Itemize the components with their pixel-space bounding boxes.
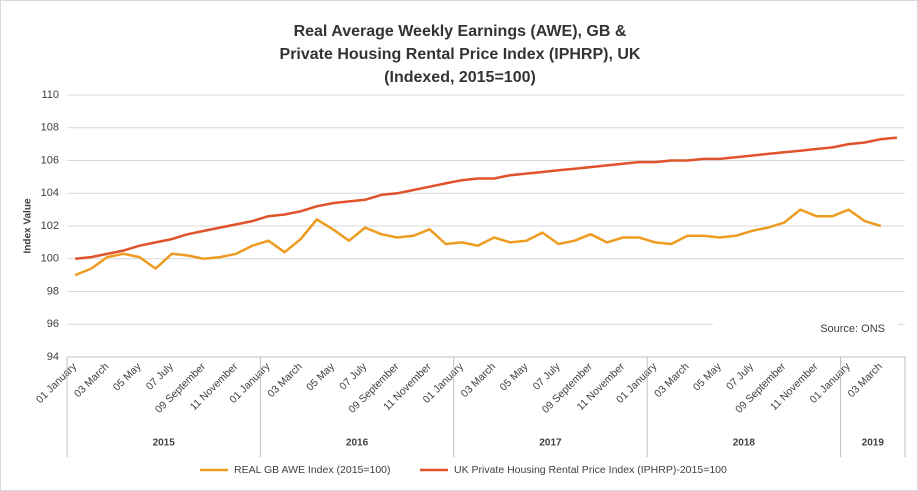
y-tick-label: 108: [41, 122, 59, 134]
y-tick-label: 98: [47, 285, 59, 297]
y-tick-label: 96: [47, 318, 59, 330]
year-label: 2016: [346, 438, 369, 449]
annotation: Source: ONS: [820, 323, 885, 335]
y-tick-label: 94: [47, 351, 59, 363]
y-tick-label: 104: [41, 187, 59, 199]
annotation-bg: [713, 316, 898, 338]
year-label: 2017: [539, 438, 562, 449]
chart-title: Private Housing Rental Price Index (IPHR…: [280, 46, 641, 63]
y-axis-label: Index Value: [23, 198, 34, 253]
year-label: 2015: [153, 438, 176, 449]
y-tick-label: 100: [41, 253, 59, 265]
series-line: [74, 208, 882, 277]
chart-title: (Indexed, 2015=100): [384, 69, 536, 86]
series-line: [74, 136, 898, 261]
year-label: 2019: [862, 438, 885, 449]
y-tick-label: 102: [41, 220, 59, 232]
legend-label: UK Private Housing Rental Price Index (I…: [454, 464, 727, 476]
legend-label: REAL GB AWE Index (2015=100): [234, 464, 391, 476]
y-tick-label: 110: [41, 89, 59, 101]
year-label: 2018: [733, 438, 756, 449]
y-tick-label: 106: [41, 154, 59, 166]
chart-title: Real Average Weekly Earnings (AWE), GB &: [294, 23, 627, 40]
